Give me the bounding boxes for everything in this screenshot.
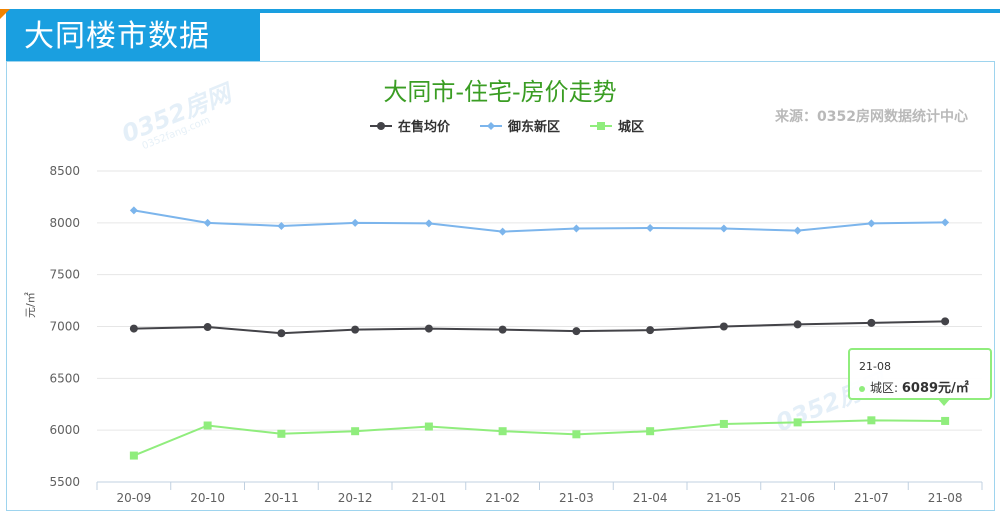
data-point	[941, 218, 950, 227]
y-tick-label: 8500	[49, 164, 80, 178]
y-tick-label: 5500	[49, 475, 80, 489]
data-point	[129, 324, 138, 333]
legend-label-series-1: 在售均价	[398, 120, 451, 135]
tooltip-date: 21-08	[859, 360, 891, 373]
data-point	[424, 324, 433, 333]
legend-item-series-3[interactable]: 城区	[590, 116, 644, 135]
x-tick-label: 20-10	[190, 491, 225, 505]
data-point	[867, 219, 876, 228]
data-point	[793, 418, 802, 427]
y-tick-label: 6500	[49, 371, 80, 385]
x-tick-label: 21-01	[411, 491, 446, 505]
data-point	[719, 224, 728, 233]
data-point	[867, 416, 876, 425]
top-accent-bar	[0, 9, 1000, 13]
data-point	[572, 430, 581, 439]
x-tick-label: 20-12	[338, 491, 373, 505]
section-title-tab: 大同楼市数据	[6, 13, 260, 61]
x-tick-label: 21-08	[928, 491, 963, 505]
legend-marker-diamond-icon	[480, 121, 503, 130]
x-tick-label: 21-04	[633, 491, 668, 505]
source-note: 来源：0352房网数据统计中心	[775, 109, 968, 125]
legend-item-series-1[interactable]: 在售均价	[370, 116, 450, 135]
data-point	[646, 326, 655, 335]
data-point	[646, 427, 655, 436]
data-point	[498, 325, 507, 334]
legend-label-series-2: 御东新区	[508, 120, 561, 135]
tooltip-arrow	[937, 398, 951, 406]
y-tick-label: 8000	[49, 216, 80, 230]
data-point	[277, 221, 286, 230]
legend-marker-square-icon	[590, 121, 613, 130]
chart-tooltip: 21-08 城区: 6089元/㎡	[848, 348, 992, 400]
y-tick-label: 7500	[49, 268, 80, 282]
data-point	[424, 219, 433, 228]
series-line-3	[133, 419, 946, 457]
data-point	[941, 416, 950, 425]
tooltip-dot-icon	[859, 385, 865, 392]
x-tick-label: 21-03	[559, 491, 594, 505]
x-tick-label: 20-11	[264, 491, 299, 505]
data-point	[203, 323, 212, 332]
chart-legend: 在售均价 御东新区 城区	[370, 116, 644, 135]
y-tick-label: 6000	[49, 423, 80, 437]
data-point	[572, 327, 581, 336]
chart-frame	[6, 61, 995, 511]
tooltip-value: 6089元/㎡	[901, 381, 969, 396]
data-point	[793, 320, 802, 329]
tooltip-series: 城区	[870, 381, 895, 395]
data-point	[351, 427, 360, 436]
legend-marker-circle-icon	[370, 121, 392, 130]
data-point	[424, 422, 433, 431]
tab-corner-decoration	[0, 9, 10, 19]
data-point	[203, 218, 212, 227]
data-point	[498, 227, 507, 236]
series-line-2	[133, 209, 946, 233]
series-line-1	[133, 320, 946, 335]
data-point	[277, 329, 286, 338]
chart-title: 大同市-住宅-房价走势	[383, 78, 617, 106]
data-point	[203, 421, 212, 430]
data-point	[572, 224, 581, 233]
data-point	[793, 226, 802, 235]
data-point	[351, 325, 360, 334]
data-point	[129, 206, 138, 215]
data-point	[277, 429, 286, 438]
data-point	[351, 218, 360, 227]
y-tick-label: 7000	[49, 320, 80, 334]
data-point	[129, 451, 138, 460]
tooltip-line: 城区: 6089元/㎡	[859, 377, 969, 396]
data-point	[719, 322, 728, 331]
x-tick-label: 21-07	[854, 491, 889, 505]
x-tick-label: 21-02	[485, 491, 520, 505]
x-tick-label: 21-06	[780, 491, 815, 505]
legend-item-series-2[interactable]: 御东新区	[480, 116, 560, 135]
x-tick-label: 20-09	[116, 491, 151, 505]
x-tick-label: 21-05	[706, 491, 741, 505]
data-point	[498, 427, 507, 436]
data-point	[646, 224, 655, 233]
legend-label-series-3: 城区	[618, 120, 645, 135]
data-point	[719, 419, 728, 428]
data-point	[867, 318, 876, 327]
data-point	[941, 317, 950, 326]
